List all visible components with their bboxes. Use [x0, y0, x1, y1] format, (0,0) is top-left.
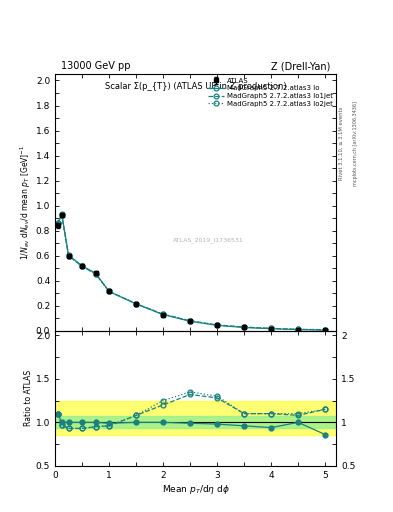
MadGraph5 2.7.2.atlas3 lo2jet — [80, 263, 84, 269]
Line: MadGraph5 2.7.2.atlas3 lo2jet: MadGraph5 2.7.2.atlas3 lo2jet — [55, 212, 328, 332]
MadGraph5 2.7.2.atlas3 lo2jet — [215, 322, 219, 328]
MadGraph5 2.7.2.atlas3 lo1jet — [269, 325, 274, 331]
Y-axis label: Ratio to ATLAS: Ratio to ATLAS — [24, 370, 33, 426]
MadGraph5 2.7.2.atlas3 lo — [66, 252, 71, 258]
MadGraph5 2.7.2.atlas3 lo — [323, 327, 328, 333]
MadGraph5 2.7.2.atlas3 lo1jet — [161, 311, 165, 317]
MadGraph5 2.7.2.atlas3 lo2jet — [66, 253, 71, 259]
MadGraph5 2.7.2.atlas3 lo1jet — [93, 271, 98, 277]
Text: Scalar Σ(p_{T}) (ATLAS UE in Z production): Scalar Σ(p_{T}) (ATLAS UE in Z productio… — [105, 82, 286, 91]
MadGraph5 2.7.2.atlas3 lo — [242, 325, 246, 331]
Text: 13000 GeV pp: 13000 GeV pp — [61, 61, 130, 71]
Text: ATLAS_2019_I1736531: ATLAS_2019_I1736531 — [173, 237, 244, 243]
Text: Z (Drell-Yan): Z (Drell-Yan) — [271, 61, 331, 71]
MadGraph5 2.7.2.atlas3 lo2jet — [55, 220, 60, 226]
MadGraph5 2.7.2.atlas3 lo2jet — [107, 288, 112, 294]
MadGraph5 2.7.2.atlas3 lo2jet — [296, 326, 301, 332]
MadGraph5 2.7.2.atlas3 lo2jet — [59, 212, 64, 218]
MadGraph5 2.7.2.atlas3 lo — [296, 327, 301, 333]
MadGraph5 2.7.2.atlas3 lo1jet — [59, 212, 64, 218]
Line: MadGraph5 2.7.2.atlas3 lo1jet: MadGraph5 2.7.2.atlas3 lo1jet — [55, 212, 328, 332]
MadGraph5 2.7.2.atlas3 lo — [269, 326, 274, 332]
MadGraph5 2.7.2.atlas3 lo — [80, 263, 84, 269]
Text: mcplots.cern.ch [arXiv:1306.3436]: mcplots.cern.ch [arXiv:1306.3436] — [353, 101, 358, 186]
Text: Rivet 3.1.10, ≥ 3.1M events: Rivet 3.1.10, ≥ 3.1M events — [339, 106, 344, 180]
MadGraph5 2.7.2.atlas3 lo1jet — [107, 288, 112, 294]
MadGraph5 2.7.2.atlas3 lo — [188, 318, 193, 324]
MadGraph5 2.7.2.atlas3 lo — [107, 288, 112, 294]
MadGraph5 2.7.2.atlas3 lo1jet — [134, 301, 138, 307]
MadGraph5 2.7.2.atlas3 lo — [134, 301, 138, 307]
X-axis label: Mean $p_{T}$/d$\eta$ d$\phi$: Mean $p_{T}$/d$\eta$ d$\phi$ — [162, 482, 230, 496]
MadGraph5 2.7.2.atlas3 lo2jet — [269, 325, 274, 331]
Legend: ATLAS, MadGraph5 2.7.2.atlas3 lo, MadGraph5 2.7.2.atlas3 lo1jet, MadGraph5 2.7.2: ATLAS, MadGraph5 2.7.2.atlas3 lo, MadGra… — [207, 76, 334, 109]
MadGraph5 2.7.2.atlas3 lo — [93, 270, 98, 276]
MadGraph5 2.7.2.atlas3 lo — [59, 211, 64, 218]
MadGraph5 2.7.2.atlas3 lo2jet — [323, 327, 328, 333]
MadGraph5 2.7.2.atlas3 lo — [215, 322, 219, 328]
Bar — [55, 416, 336, 429]
MadGraph5 2.7.2.atlas3 lo2jet — [93, 271, 98, 277]
MadGraph5 2.7.2.atlas3 lo1jet — [66, 253, 71, 259]
MadGraph5 2.7.2.atlas3 lo1jet — [188, 318, 193, 324]
MadGraph5 2.7.2.atlas3 lo1jet — [242, 324, 246, 330]
MadGraph5 2.7.2.atlas3 lo1jet — [215, 322, 219, 328]
MadGraph5 2.7.2.atlas3 lo1jet — [55, 220, 60, 226]
MadGraph5 2.7.2.atlas3 lo1jet — [296, 326, 301, 332]
MadGraph5 2.7.2.atlas3 lo2jet — [161, 311, 165, 317]
MadGraph5 2.7.2.atlas3 lo1jet — [323, 327, 328, 333]
MadGraph5 2.7.2.atlas3 lo2jet — [188, 318, 193, 324]
MadGraph5 2.7.2.atlas3 lo2jet — [134, 301, 138, 307]
MadGraph5 2.7.2.atlas3 lo — [161, 311, 165, 317]
MadGraph5 2.7.2.atlas3 lo2jet — [242, 324, 246, 330]
Bar — [55, 400, 336, 435]
Line: MadGraph5 2.7.2.atlas3 lo: MadGraph5 2.7.2.atlas3 lo — [55, 212, 328, 332]
Y-axis label: 1/$N_{ev}$ d$N_{ev}$/d mean $p_{T}$ [GeV]$^{-1}$: 1/$N_{ev}$ d$N_{ev}$/d mean $p_{T}$ [GeV… — [18, 145, 33, 260]
MadGraph5 2.7.2.atlas3 lo1jet — [80, 263, 84, 269]
MadGraph5 2.7.2.atlas3 lo — [55, 220, 60, 226]
